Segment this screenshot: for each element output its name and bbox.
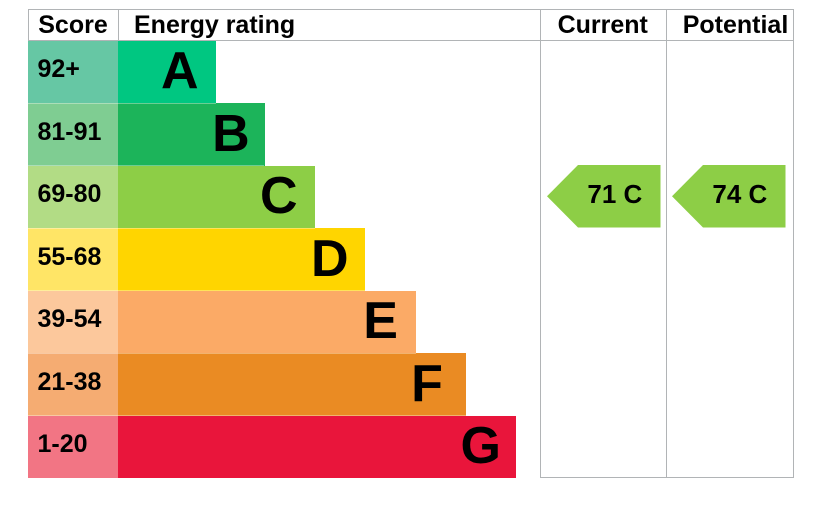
svg-text:74 C: 74 C [712,179,767,209]
svg-text:71 C: 71 C [587,179,642,209]
